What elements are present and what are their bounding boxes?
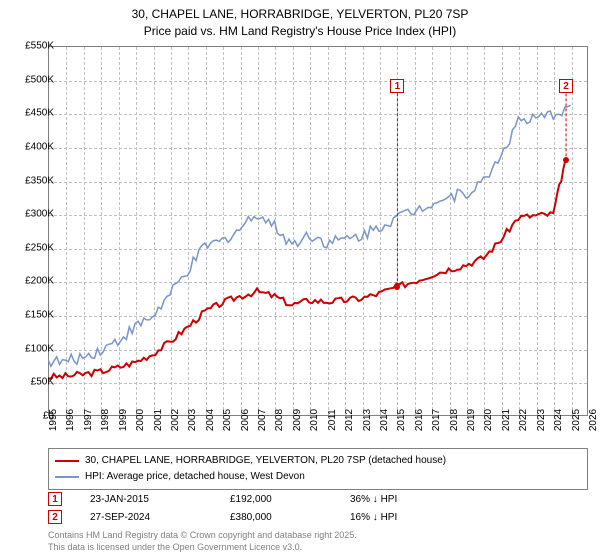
x-tick-label: 1998: [100, 409, 111, 431]
x-tick-label: 1996: [65, 409, 76, 431]
sales-date: 27-SEP-2024: [90, 512, 230, 523]
x-tick-label: 1999: [118, 409, 129, 431]
sales-table: 1 23-JAN-2015£192,00036% ↓ HPI 2 27-SEP-202…: [48, 490, 588, 526]
x-tick-label: 2025: [571, 409, 582, 431]
x-tick-label: 1997: [83, 409, 94, 431]
x-tick-label: 2018: [449, 409, 460, 431]
x-tick-label: 2020: [483, 409, 494, 431]
footer-line2: This data is licensed under the Open Gov…: [48, 542, 357, 554]
x-tick-label: 2011: [327, 409, 338, 431]
legend: 30, CHAPEL LANE, HORRABRIDGE, YELVERTON,…: [48, 448, 588, 490]
sales-price: £192,000: [230, 494, 350, 505]
sales-diff: 36% ↓ HPI: [350, 494, 470, 505]
x-tick-label: 2004: [205, 409, 216, 431]
y-tick-label: £400K: [25, 141, 54, 152]
chart-title: 30, CHAPEL LANE, HORRABRIDGE, YELVERTON,…: [0, 0, 600, 40]
y-tick-label: £550K: [25, 41, 54, 52]
marker-box-1: 1: [390, 79, 404, 93]
y-tick-label: £250K: [25, 242, 54, 253]
y-tick-label: £50K: [31, 377, 54, 388]
x-tick-label: 2021: [501, 409, 512, 431]
legend-swatch: [55, 460, 79, 462]
x-tick-label: 2010: [309, 409, 320, 431]
series-hpi: [48, 105, 571, 366]
x-tick-label: 2001: [153, 409, 164, 431]
marker-box-2: 2: [559, 79, 573, 93]
legend-label: HPI: Average price, detached house, West…: [85, 469, 305, 485]
chart-container: 30, CHAPEL LANE, HORRABRIDGE, YELVERTON,…: [0, 0, 600, 560]
sales-row: 2 27-SEP-2024£380,00016% ↓ HPI: [48, 508, 588, 526]
legend-swatch: [55, 476, 79, 478]
footer: Contains HM Land Registry data © Crown c…: [48, 530, 357, 553]
x-tick-label: 2014: [379, 409, 390, 431]
y-tick-label: £450K: [25, 108, 54, 119]
sales-marker: 1: [48, 492, 62, 506]
x-tick-label: 2026: [588, 409, 599, 431]
y-tick-label: £350K: [25, 175, 54, 186]
x-tick-label: 2009: [292, 409, 303, 431]
y-tick-label: £150K: [25, 310, 54, 321]
x-tick-label: 2003: [187, 409, 198, 431]
x-tick-label: 2012: [344, 409, 355, 431]
sales-marker: 2: [48, 510, 62, 524]
x-tick-label: 2016: [414, 409, 425, 431]
x-tick-label: 2023: [536, 409, 547, 431]
sales-date: 23-JAN-2015: [90, 494, 230, 505]
x-tick-label: 2017: [431, 409, 442, 431]
chart-area: 12: [48, 46, 588, 416]
marker-dot-1: [394, 284, 400, 290]
legend-row: 30, CHAPEL LANE, HORRABRIDGE, YELVERTON,…: [55, 453, 581, 469]
legend-label: 30, CHAPEL LANE, HORRABRIDGE, YELVERTON,…: [85, 453, 446, 469]
marker-dot-2: [563, 157, 569, 163]
sales-price: £380,000: [230, 512, 350, 523]
legend-row: HPI: Average price, detached house, West…: [55, 469, 581, 485]
x-tick-label: 2008: [274, 409, 285, 431]
x-tick-label: 2007: [257, 409, 268, 431]
x-tick-label: 2019: [466, 409, 477, 431]
sales-row: 1 23-JAN-2015£192,00036% ↓ HPI: [48, 490, 588, 508]
x-tick-label: 2015: [396, 409, 407, 431]
x-tick-label: 2013: [362, 409, 373, 431]
y-tick-label: £300K: [25, 209, 54, 220]
footer-line1: Contains HM Land Registry data © Crown c…: [48, 530, 357, 542]
series-svg: [48, 46, 588, 416]
x-tick-label: 2006: [240, 409, 251, 431]
y-tick-label: £200K: [25, 276, 54, 287]
x-tick-label: 2005: [222, 409, 233, 431]
y-tick-label: £500K: [25, 74, 54, 85]
x-tick-label: 2024: [553, 409, 564, 431]
title-line1: 30, CHAPEL LANE, HORRABRIDGE, YELVERTON,…: [0, 6, 600, 23]
x-tick-label: 2002: [170, 409, 181, 431]
x-tick-label: 1995: [48, 409, 59, 431]
series-price_paid: [48, 160, 565, 378]
x-tick-label: 2000: [135, 409, 146, 431]
x-tick-label: 2022: [518, 409, 529, 431]
title-line2: Price paid vs. HM Land Registry's House …: [0, 23, 600, 40]
sales-diff: 16% ↓ HPI: [350, 512, 470, 523]
y-tick-label: £100K: [25, 343, 54, 354]
